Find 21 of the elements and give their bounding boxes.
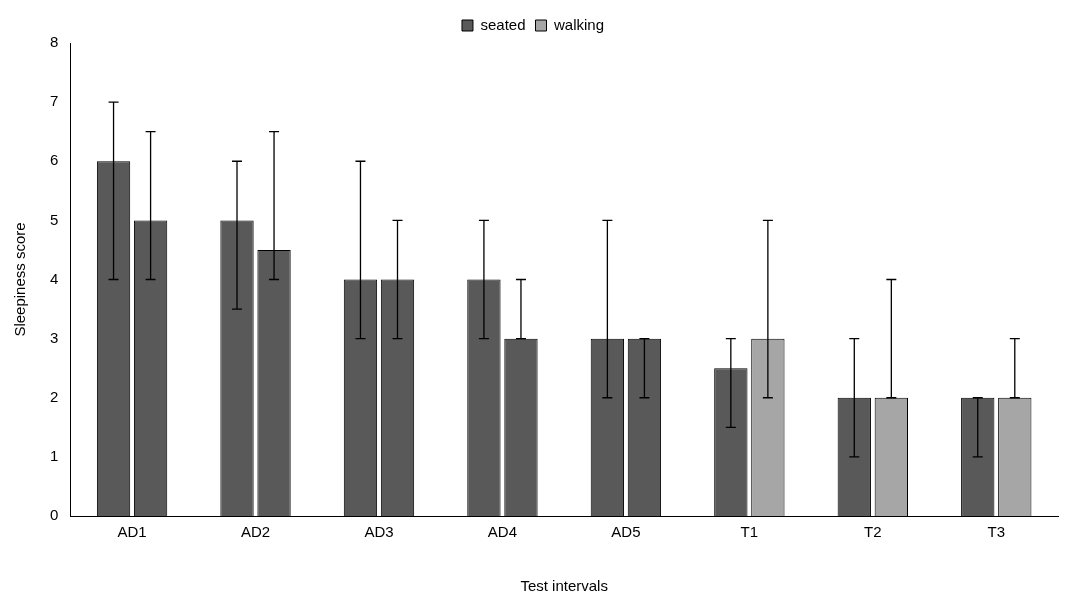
- x-tick-label: AD2: [240, 523, 271, 541]
- x-tick-label: T2: [864, 523, 882, 541]
- legend-label: seated: [480, 15, 526, 33]
- x-tick-label: AD4: [487, 523, 518, 541]
- y-tick-label: 6: [50, 151, 59, 169]
- x-tick-label: T1: [740, 523, 759, 541]
- y-tick-label: 3: [50, 328, 59, 346]
- x-tick-label: AD3: [364, 523, 394, 541]
- y-tick-label: 4: [50, 269, 59, 287]
- y-axis-title: Sleepiness score: [11, 222, 29, 337]
- x-tick-label: AD5: [611, 523, 641, 541]
- legend-label: walking: [553, 15, 605, 33]
- x-tick-label: T3: [987, 523, 1006, 541]
- y-tick-label: 8: [50, 33, 59, 51]
- x-axis-title: Test intervals: [520, 577, 608, 595]
- y-tick-label: 1: [50, 447, 59, 465]
- y-tick-label: 2: [50, 387, 59, 405]
- y-tick-label: 0: [50, 506, 59, 524]
- y-tick-label: 5: [50, 210, 59, 228]
- y-tick-label: 7: [50, 92, 59, 110]
- x-tick-label: AD1: [117, 523, 147, 541]
